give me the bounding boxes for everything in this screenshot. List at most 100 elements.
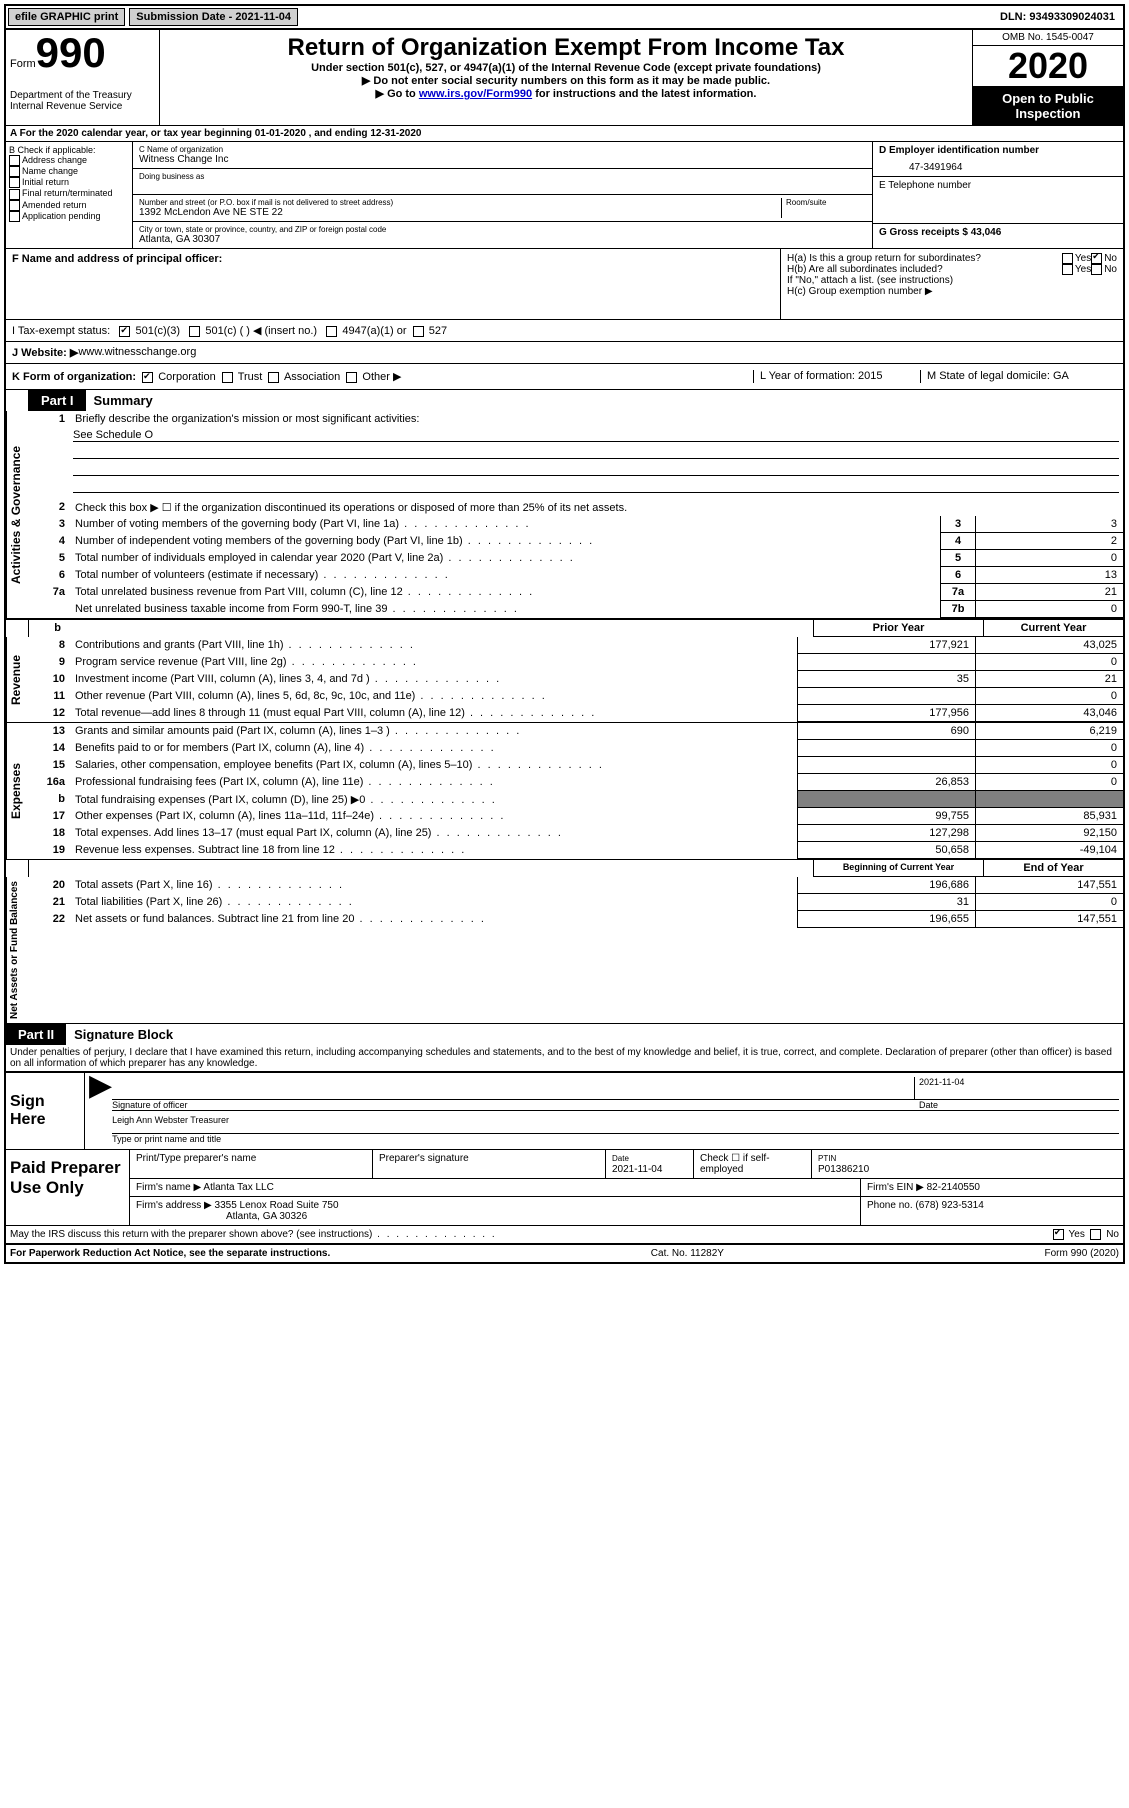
line-row: 11 Other revenue (Part VIII, column (A),… — [33, 688, 1123, 705]
b-label: B Check if applicable: — [9, 145, 129, 155]
prior-year-value: 99,755 — [797, 808, 975, 825]
line-value: 3 — [975, 516, 1123, 533]
checkbox-address-change[interactable] — [9, 155, 20, 166]
opt-name: Name change — [22, 166, 78, 176]
prior-year-value — [797, 688, 975, 705]
mission-label: Briefly describe the organization's miss… — [71, 411, 1123, 427]
line-box: 6 — [940, 567, 975, 584]
ein-label: D Employer identification number — [879, 145, 1117, 156]
opt-501c3: 501(c)(3) — [135, 325, 180, 337]
form-ref: Form 990 (2020) — [1045, 1248, 1119, 1259]
firm-name: Atlanta Tax LLC — [203, 1182, 273, 1193]
current-year-header: Current Year — [983, 620, 1123, 637]
irs-link[interactable]: www.irs.gov/Form990 — [419, 88, 532, 100]
current-year-value: -49,104 — [975, 842, 1123, 859]
line-desc: Total liabilities (Part X, line 26) — [71, 894, 797, 911]
firm-ein-label: Firm's EIN ▶ — [867, 1182, 924, 1193]
checkbox-association[interactable] — [268, 372, 279, 383]
line-num: 18 — [33, 825, 71, 842]
line-row: 3 Number of voting members of the govern… — [33, 516, 1123, 533]
opt-other: Other ▶ — [362, 371, 401, 383]
line-row: 10 Investment income (Part VIII, column … — [33, 671, 1123, 688]
line-desc: Other expenses (Part IX, column (A), lin… — [71, 808, 797, 825]
submission-date-button[interactable]: Submission Date - 2021-11-04 — [129, 8, 298, 26]
prep-date-label: Date — [612, 1154, 629, 1163]
line-row: 12 Total revenue—add lines 8 through 11 … — [33, 705, 1123, 722]
line-row: 7a Total unrelated business revenue from… — [33, 584, 1123, 601]
current-year-value: 43,025 — [975, 637, 1123, 654]
line-box: 5 — [940, 550, 975, 567]
line-num: 20 — [33, 877, 71, 894]
checkbox-amended-return[interactable] — [9, 200, 20, 211]
checkbox-501c3[interactable] — [119, 326, 130, 337]
gross-receipts: G Gross receipts $ 43,046 — [879, 227, 1117, 238]
ha-no-checkbox[interactable] — [1091, 253, 1102, 264]
checkbox-other[interactable] — [346, 372, 357, 383]
hb-note: If "No," attach a list. (see instruction… — [787, 275, 1117, 286]
efile-button[interactable]: efile GRAPHIC print — [8, 8, 125, 26]
checkbox-527[interactable] — [413, 326, 424, 337]
instruction-1: ▶ Do not enter social security numbers o… — [164, 74, 968, 87]
checkbox-name-change[interactable] — [9, 166, 20, 177]
checkbox-4947[interactable] — [326, 326, 337, 337]
checkbox-trust[interactable] — [222, 372, 233, 383]
opt-501c: 501(c) ( ) ◀ (insert no.) — [205, 325, 317, 337]
addr-label: Number and street (or P.O. box if mail i… — [139, 198, 781, 207]
hb-no-checkbox[interactable] — [1091, 264, 1102, 275]
expenses-vlabel: Expenses — [6, 723, 33, 859]
part2-title: Signature Block — [66, 1024, 181, 1045]
checkbox-app-pending[interactable] — [9, 211, 20, 222]
discuss-yes-checkbox[interactable] — [1053, 1229, 1064, 1240]
tax-status-row: I Tax-exempt status: 501(c)(3) 501(c) ( … — [6, 320, 1123, 342]
line-num: 3 — [33, 516, 71, 533]
ha-label: H(a) Is this a group return for subordin… — [787, 253, 1062, 264]
opt-assoc: Association — [284, 371, 340, 383]
line-num: 22 — [33, 911, 71, 928]
line-desc: Professional fundraising fees (Part IX, … — [71, 774, 797, 791]
form-number: 990 — [36, 29, 106, 76]
prep-date: 2021-11-04 — [612, 1164, 662, 1175]
current-year-value: 43,046 — [975, 705, 1123, 722]
k-label: K Form of organization: — [12, 371, 136, 383]
prior-year-value: 127,298 — [797, 825, 975, 842]
checkbox-initial-return[interactable] — [9, 177, 20, 188]
preparer-label: Paid Preparer Use Only — [6, 1150, 130, 1225]
org-name: Witness Change Inc — [139, 154, 866, 165]
line-row: 8 Contributions and grants (Part VIII, l… — [33, 637, 1123, 654]
line-value: 0 — [975, 601, 1123, 618]
current-year-value: 0 — [975, 654, 1123, 671]
firm-name-label: Firm's name ▶ — [136, 1182, 201, 1193]
governance-content: 1Briefly describe the organization's mis… — [33, 411, 1123, 618]
dba-label: Doing business as — [139, 172, 866, 181]
hb-no: No — [1104, 264, 1117, 275]
line-desc: Grants and similar amounts paid (Part IX… — [71, 723, 797, 740]
current-year-value: 92,150 — [975, 825, 1123, 842]
city-label: City or town, state or province, country… — [139, 225, 866, 234]
firm-addr2: Atlanta, GA 30326 — [136, 1211, 307, 1222]
prior-year-value — [797, 654, 975, 671]
instr2-post: for instructions and the latest informat… — [532, 88, 756, 100]
opt-address: Address change — [22, 155, 87, 165]
phone-value: (678) 923-5314 — [915, 1200, 983, 1211]
expenses-content: 13 Grants and similar amounts paid (Part… — [33, 723, 1123, 859]
firm-addr-label: Firm's address ▶ — [136, 1200, 212, 1211]
city-cell: City or town, state or province, country… — [133, 222, 872, 248]
checkbox-final-return[interactable] — [9, 189, 20, 200]
checkbox-501c[interactable] — [189, 326, 200, 337]
current-year-value: 147,551 — [975, 911, 1123, 928]
opt-trust: Trust — [238, 371, 263, 383]
instr2-pre: ▶ Go to — [376, 88, 419, 100]
ptin-label: PTIN — [818, 1154, 836, 1163]
hb-yes-checkbox[interactable] — [1062, 264, 1073, 275]
col-b: B Check if applicable: Address change Na… — [6, 142, 133, 248]
discuss-no-checkbox[interactable] — [1090, 1229, 1101, 1240]
tax-label: I Tax-exempt status: — [12, 325, 110, 337]
signature-section: Sign Here ▶ 2021-11-04 Signature of offi… — [6, 1073, 1123, 1150]
current-year-value: 0 — [975, 774, 1123, 791]
checkbox-corporation[interactable] — [142, 372, 153, 383]
ha-yes-checkbox[interactable] — [1062, 253, 1073, 264]
assets-content: 20 Total assets (Part X, line 16) 196,68… — [33, 877, 1123, 1023]
ptin-value: P01386210 — [818, 1164, 869, 1175]
line-num: 5 — [33, 550, 71, 567]
row-a-tax-year: A For the 2020 calendar year, or tax yea… — [6, 126, 1123, 142]
